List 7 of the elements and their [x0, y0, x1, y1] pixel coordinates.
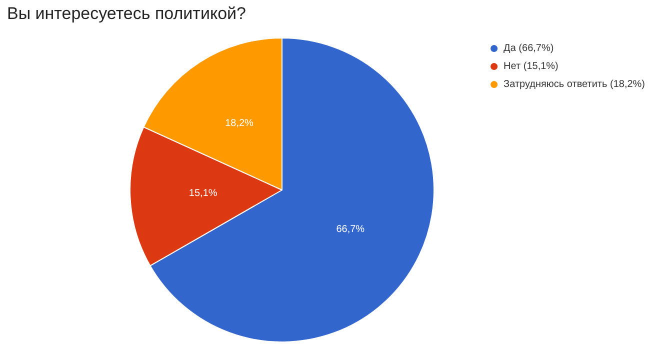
legend-label: Нет (15,1%) — [504, 61, 558, 72]
legend-label: Затрудняюсь ответить (18,2%) — [504, 79, 646, 90]
legend-label: Да (66,7%) — [504, 43, 554, 54]
data-label: 18,2% — [225, 118, 254, 130]
data-label: 15,1% — [188, 188, 218, 200]
chart-title: Вы интересуетесь политикой? — [7, 4, 246, 23]
data-label: 66,7% — [336, 224, 365, 236]
